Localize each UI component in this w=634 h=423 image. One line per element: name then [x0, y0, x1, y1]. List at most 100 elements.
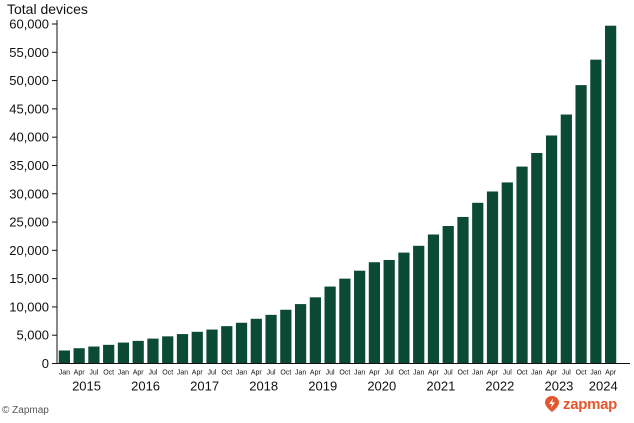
x-month-label: Jan: [354, 370, 365, 377]
x-year-label: 2017: [190, 379, 219, 394]
x-month-label: Apr: [192, 370, 204, 377]
bar-3: [103, 344, 115, 364]
y-tick-label: 10,000: [9, 299, 49, 314]
x-month-label: Jul: [503, 370, 512, 377]
bar-26: [442, 226, 454, 364]
x-year-label: 2023: [544, 379, 573, 394]
y-tick-label: 0: [42, 356, 49, 371]
bar-36: [590, 59, 602, 364]
y-tick-label: 60,000: [9, 17, 49, 32]
x-month-label: Apr: [428, 370, 440, 377]
bar-8: [176, 334, 189, 364]
y-tick-label: 55,000: [9, 45, 49, 60]
x-month-label: Oct: [162, 370, 173, 377]
bar-24: [413, 245, 425, 364]
x-month-label: Jan: [177, 370, 188, 377]
x-axis: Jan Apr Jul Oct Jan Apr Jul Oct Jan Apr Jul Oct Jan A…: [57, 363, 630, 394]
bar-25: [427, 234, 440, 364]
x-month-label: Jul: [562, 370, 571, 377]
y-tick-label: 5,000: [16, 328, 49, 343]
bar-18: [324, 286, 336, 364]
x-month-label: Apr: [487, 370, 499, 377]
y-axis-title: Total devices: [7, 1, 88, 17]
y-tick-label: 50,000: [9, 73, 49, 88]
bar-33: [545, 135, 558, 364]
y-tick-label: 15,000: [9, 271, 49, 286]
bar-31: [516, 166, 528, 364]
bar-9: [191, 331, 203, 364]
bar-23: [398, 252, 410, 364]
x-month-label: Apr: [74, 370, 86, 377]
x-year-label: 2020: [367, 379, 396, 394]
x-month-label: Jul: [148, 370, 157, 377]
bar-16: [294, 304, 307, 364]
x-month-label: Jan: [236, 370, 247, 377]
x-month-label: Apr: [251, 370, 263, 377]
x-month-label: Jul: [267, 370, 276, 377]
x-month-label: Jul: [444, 370, 453, 377]
y-tick-label: 25,000: [9, 215, 49, 230]
bar-12: [235, 322, 248, 364]
bar-0: [58, 350, 70, 364]
x-month-label: Apr: [605, 370, 617, 377]
bar-5: [132, 340, 144, 364]
x-year-label: 2022: [485, 379, 514, 394]
bar-34: [560, 114, 572, 364]
zapmap-logo-text: zapmap: [563, 395, 618, 413]
y-tick-label: 30,000: [9, 186, 49, 201]
x-year-label: 2019: [308, 379, 337, 394]
bar-13: [250, 318, 262, 364]
bar-11: [221, 326, 233, 364]
bar-7: [162, 336, 174, 364]
x-month-label: Apr: [133, 370, 145, 377]
x-month-label: Jan: [531, 370, 542, 377]
bar-20: [354, 270, 366, 364]
x-month-label: Jul: [326, 370, 335, 377]
x-month-label: Jan: [295, 370, 306, 377]
y-tick-label: 40,000: [9, 130, 49, 145]
x-year-label: 2024: [589, 379, 618, 394]
x-year-label: 2018: [249, 379, 278, 394]
bar-37: [605, 25, 617, 364]
bar-30: [501, 182, 513, 364]
bar-6: [147, 338, 159, 364]
x-month-label: Oct: [339, 370, 350, 377]
bar-14: [265, 314, 277, 364]
x-month-label: Oct: [398, 370, 409, 377]
bar-32: [531, 153, 543, 364]
x-month-label: Oct: [221, 370, 232, 377]
bar-2: [88, 346, 100, 364]
y-axis: 0 5,000 10,000 15,000 20,000 25,000 30,000 35,0…: [9, 17, 58, 371]
x-month-label: Oct: [458, 370, 469, 377]
x-month-label: Apr: [546, 370, 558, 377]
bar-21: [368, 262, 381, 364]
x-month-label: Jul: [89, 370, 98, 377]
bar-29: [486, 191, 499, 364]
y-tick-label: 45,000: [9, 101, 49, 116]
bar-27: [457, 216, 469, 364]
x-month-label: Jan: [472, 370, 483, 377]
bar-1: [73, 348, 85, 364]
x-month-label: Jul: [385, 370, 394, 377]
bar-15: [280, 309, 292, 364]
y-tick-label: 35,000: [9, 158, 49, 173]
x-month-label: Jul: [208, 370, 217, 377]
image-credit: © Zapmap: [2, 405, 49, 416]
x-month-label: Jan: [59, 370, 70, 377]
bars-group: [58, 25, 617, 364]
zapmap-logo: zapmap: [544, 395, 617, 413]
x-month-label: Jan: [118, 370, 129, 377]
x-month-label: Apr: [310, 370, 322, 377]
zapmap-logo-icon: [545, 396, 559, 412]
x-month-label: Oct: [576, 370, 587, 377]
bar-19: [339, 278, 351, 364]
x-month-label: Apr: [369, 370, 381, 377]
bar-35: [575, 85, 587, 364]
bar-4: [117, 342, 130, 364]
bar-22: [383, 259, 395, 364]
x-month-label: Oct: [280, 370, 291, 377]
bar-17: [309, 297, 321, 364]
x-month-label: Jan: [590, 370, 601, 377]
x-year-label: 2016: [131, 379, 160, 394]
